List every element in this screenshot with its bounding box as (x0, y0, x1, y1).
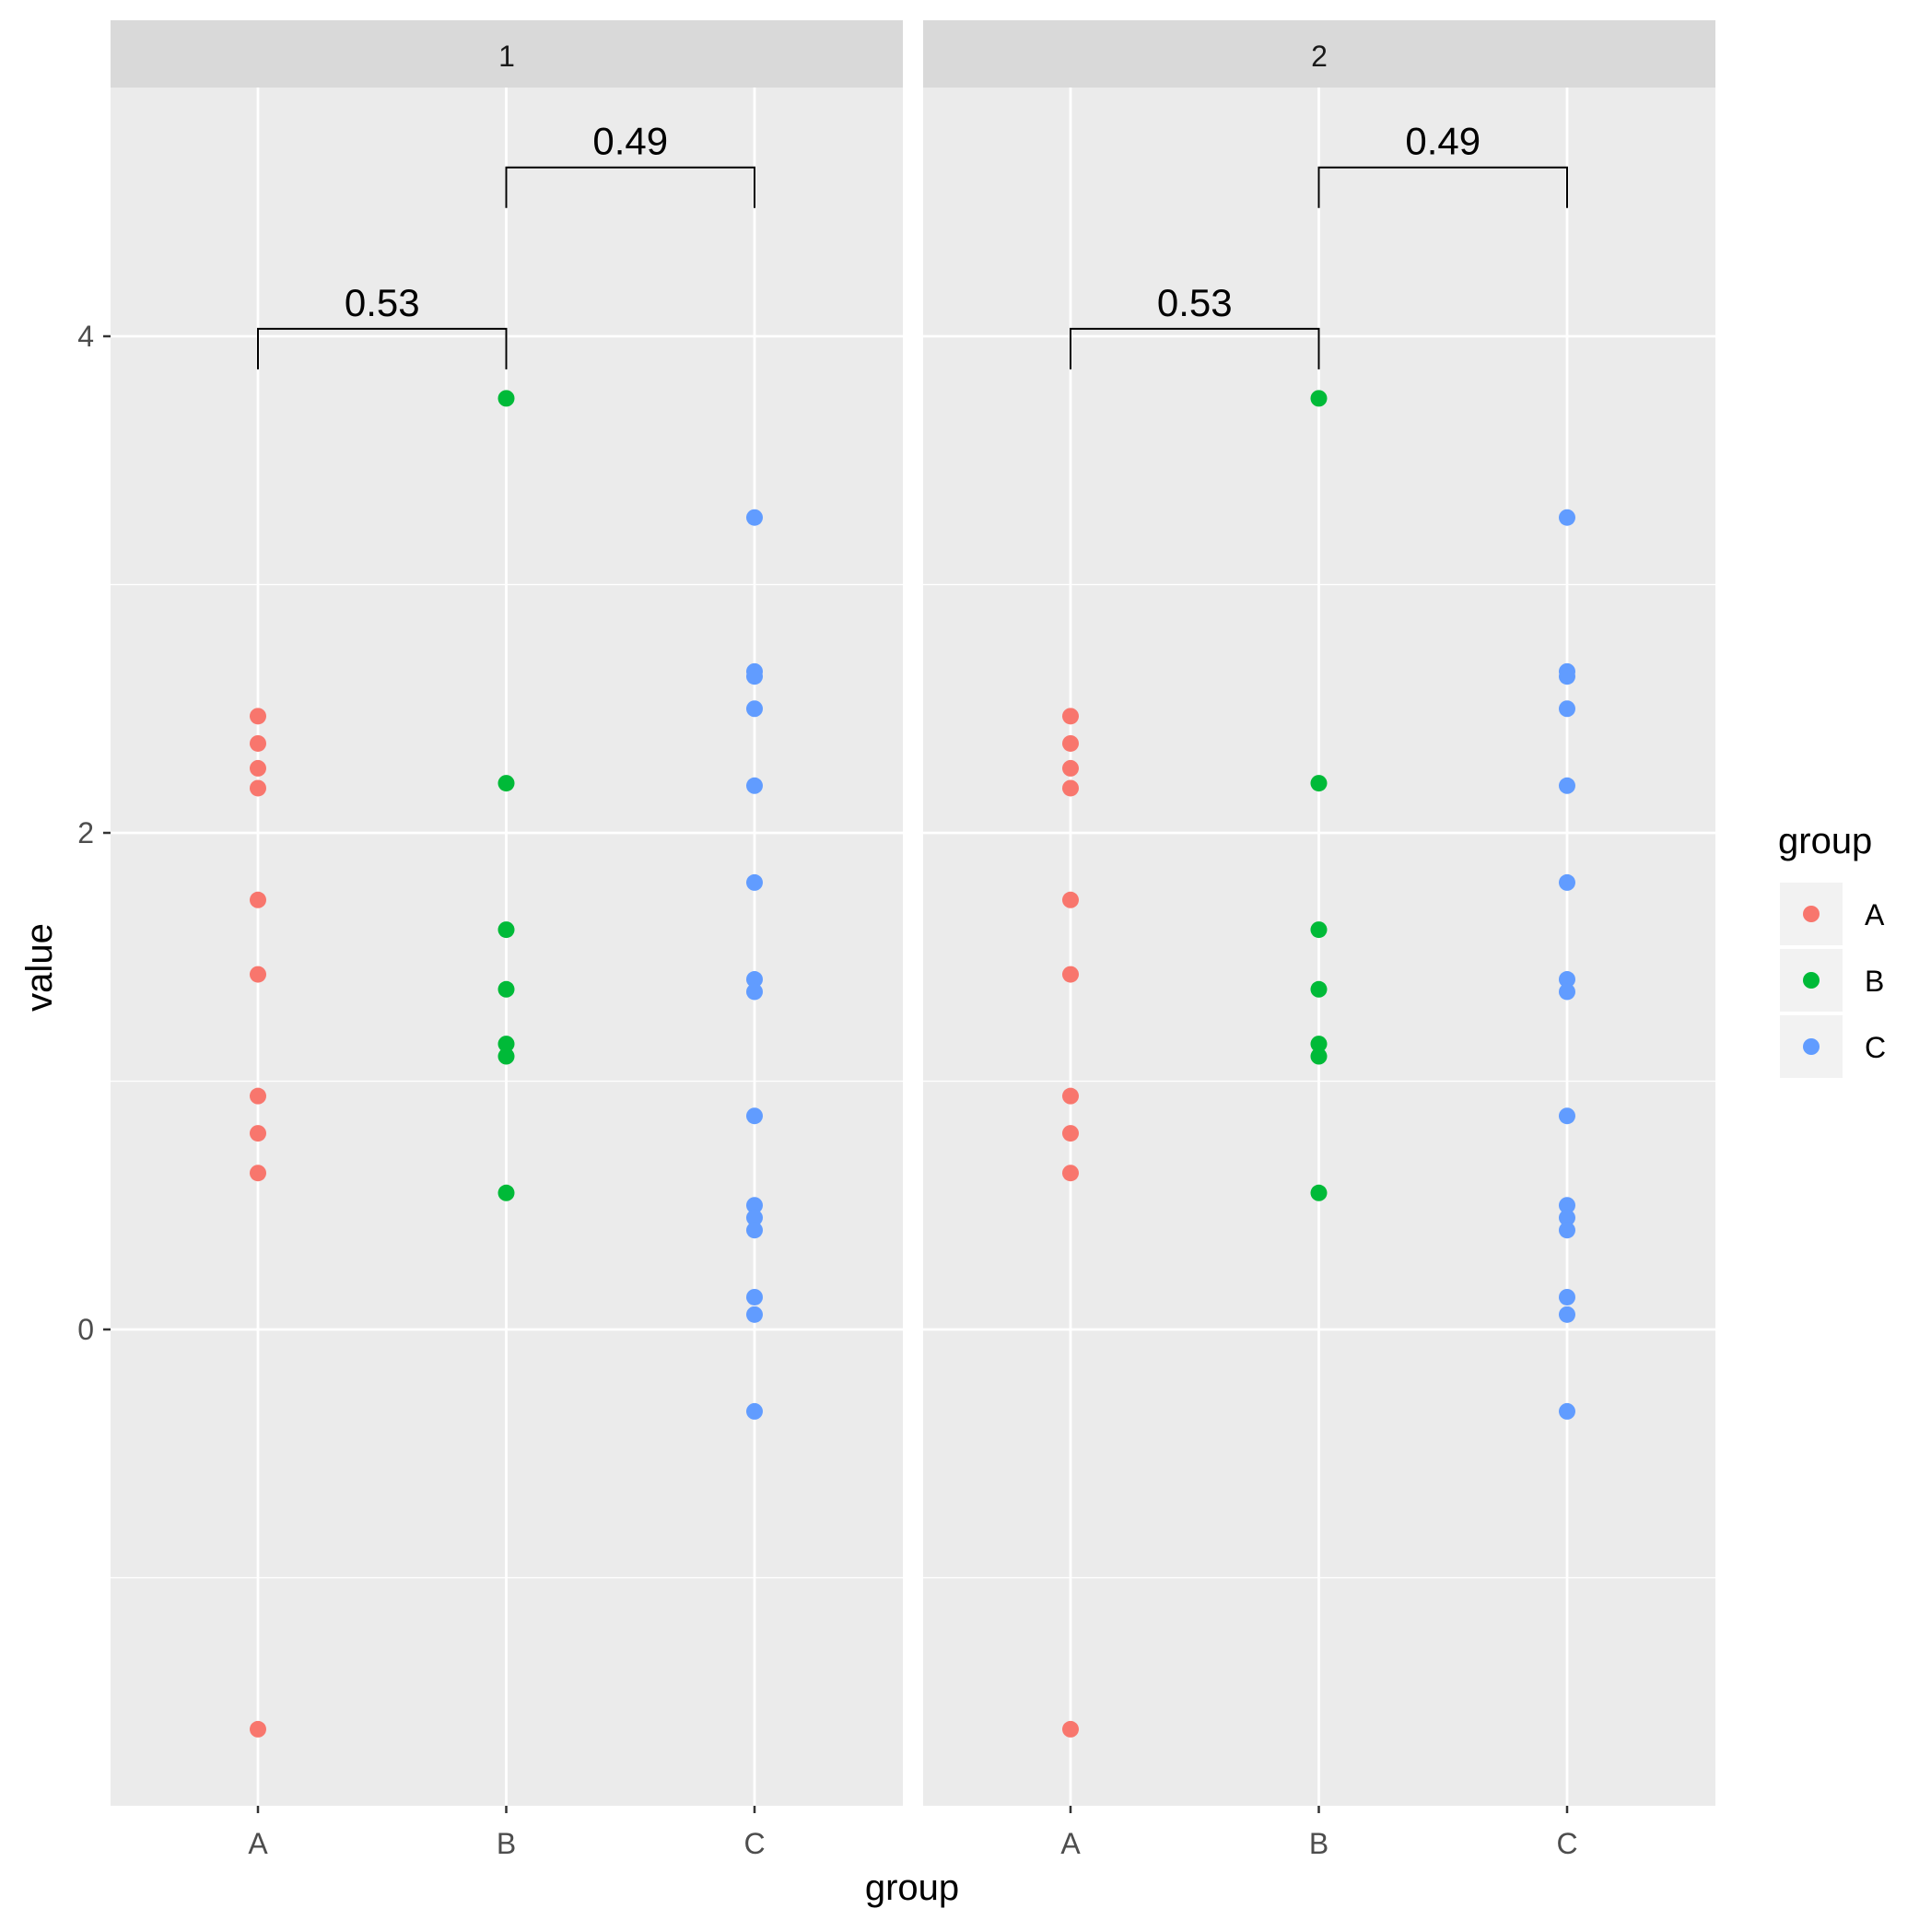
facet-strip (923, 20, 1715, 88)
p-value-label: 0.53 (345, 281, 420, 324)
data-point-A (250, 1125, 266, 1142)
data-point-B (1310, 1184, 1328, 1201)
legend-label-B: B (1865, 965, 1884, 998)
data-point-C (1559, 1402, 1575, 1420)
comparison-bracket (505, 166, 755, 208)
data-point-C (1559, 971, 1575, 989)
data-point-C (1559, 668, 1575, 685)
data-point-C (746, 777, 763, 794)
comparison-bracket (257, 327, 508, 369)
x-axis-title: group (865, 1868, 959, 1908)
data-point-A (1062, 1720, 1079, 1738)
data-point-A (1062, 734, 1079, 752)
data-point-C (746, 873, 763, 891)
data-point-C (1559, 509, 1575, 526)
data-point-C (1559, 777, 1575, 794)
data-point-B (497, 1036, 515, 1053)
y-axis-title: value (19, 923, 60, 1012)
legend-key-dot-C (1803, 1038, 1820, 1055)
data-point-C (746, 1222, 763, 1239)
facet-panel-1: 1 A B C 0.53 0.49 (111, 20, 903, 1860)
data-point-A (250, 759, 266, 777)
data-point-C (746, 668, 763, 685)
comparison-bracket (1317, 166, 1568, 208)
data-point-A (250, 779, 266, 797)
data-point-A (1062, 759, 1079, 777)
y-tick-label: 4 (77, 320, 94, 353)
legend: group A BC (1778, 821, 1886, 1078)
data-point-B (497, 980, 515, 998)
data-point-B (1310, 775, 1328, 792)
data-point-C (746, 1306, 763, 1323)
data-point-B (497, 390, 515, 407)
data-point-A (250, 708, 266, 725)
data-point-B (497, 775, 515, 792)
data-point-A (1062, 1125, 1079, 1142)
data-point-C (1559, 1288, 1575, 1306)
data-point-C (746, 509, 763, 526)
data-point-B (497, 921, 515, 939)
data-point-C (746, 983, 763, 1001)
facet-strip-label: 2 (1311, 40, 1328, 73)
data-point-A (1062, 966, 1079, 983)
data-point-B (1310, 390, 1328, 407)
data-point-A (250, 734, 266, 752)
data-point-A (1062, 708, 1079, 725)
y-tick-label: 0 (77, 1313, 94, 1346)
data-point-A (250, 1087, 266, 1105)
data-point-A (250, 891, 266, 908)
data-point-B (1310, 980, 1328, 998)
data-point-B (497, 1048, 515, 1065)
data-point-C (1559, 1107, 1575, 1125)
x-tick-label-A: A (1060, 1827, 1081, 1860)
data-point-C (746, 1209, 763, 1226)
data-point-A (1062, 779, 1079, 797)
data-point-C (746, 1197, 763, 1214)
data-point-C (1559, 1222, 1575, 1239)
data-point-A (250, 1720, 266, 1738)
data-point-C (1559, 700, 1575, 718)
p-value-label: 0.53 (1157, 281, 1233, 324)
facet-panel-2: 2 A B C 0.53 0.49 (923, 20, 1715, 1860)
x-tick-label-A: A (248, 1827, 268, 1860)
data-point-C (746, 971, 763, 989)
data-point-C (1559, 983, 1575, 1001)
legend-key-dot-B (1803, 972, 1820, 989)
data-point-A (250, 966, 266, 983)
y-tick-label: 2 (77, 816, 94, 849)
facet-strip-label: 1 (498, 40, 515, 73)
data-point-B (1310, 1048, 1328, 1065)
data-point-C (746, 1107, 763, 1125)
data-point-A (1062, 1087, 1079, 1105)
x-tick-label-B: B (1309, 1827, 1328, 1860)
data-point-B (497, 1184, 515, 1201)
data-point-B (1310, 921, 1328, 939)
p-value-label: 0.49 (1405, 120, 1480, 163)
x-tick-label-B: B (497, 1827, 516, 1860)
facet-panels: 1 A B C 0.53 0.49 2 A B C 0.53 0.49 (111, 20, 1715, 1860)
p-value-label: 0.49 (592, 120, 668, 163)
comparison-bracket (1070, 327, 1320, 369)
data-point-C (1559, 1209, 1575, 1226)
facet-strip (111, 20, 903, 88)
x-tick-label-C: C (743, 1827, 765, 1860)
y-axis: 0 2 4 (77, 320, 111, 1346)
data-point-A (250, 1165, 266, 1182)
data-point-A (1062, 1165, 1079, 1182)
data-point-C (746, 700, 763, 718)
x-tick-label-C: C (1556, 1827, 1577, 1860)
data-point-A (1062, 891, 1079, 908)
data-point-C (1559, 873, 1575, 891)
legend-label-C: C (1865, 1031, 1886, 1064)
data-point-C (1559, 1197, 1575, 1214)
data-point-C (1559, 1306, 1575, 1323)
data-point-C (746, 1402, 763, 1420)
legend-title: group (1778, 821, 1872, 861)
data-point-C (746, 1288, 763, 1306)
data-point-B (1310, 1036, 1328, 1053)
legend-key-dot-A (1803, 906, 1820, 922)
legend-label-A: A (1865, 898, 1885, 931)
